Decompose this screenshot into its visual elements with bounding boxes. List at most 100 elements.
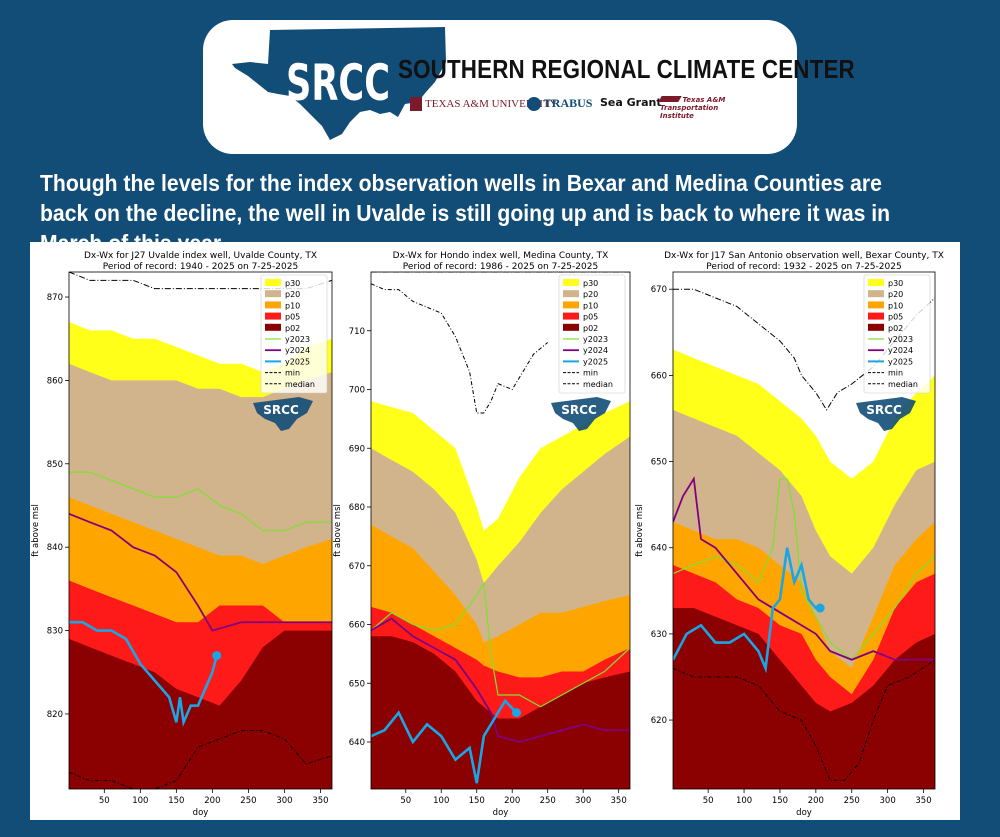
legend-label-p02: p02 [285, 324, 300, 333]
legend-label-y2023: y2023 [285, 335, 310, 344]
legend-swatch-p02 [868, 323, 884, 331]
x-axis-label: doy [193, 808, 209, 818]
legend-label-p10: p10 [285, 301, 300, 310]
charts-svg: 50 100 150 200 250 300 350 820 830 840 850 860 870 Dx… [31, 251, 944, 818]
y-tick-label: 710 [349, 327, 365, 337]
watermark-shape [253, 397, 313, 431]
partner-seagrant: Sea Grant [600, 96, 662, 109]
plot-area [673, 288, 935, 789]
chart-subtitle: Period of record: 1932 - 2025 on 7-25-20… [706, 262, 901, 272]
x-tick-label: 250 [540, 796, 556, 806]
legend-swatch-p10 [265, 301, 281, 309]
chart-subtitle: Period of record: 1940 - 2025 on 7-25-20… [103, 262, 298, 272]
chart-subtitle: Period of record: 1986 - 2025 on 7-25-20… [403, 262, 598, 272]
partner-trabus: TRABUS [527, 96, 593, 112]
x-tick-label: 350 [312, 796, 328, 806]
srcc-watermark: SRCC [551, 397, 611, 431]
legend-label-median: median [888, 380, 918, 389]
charts-panel: 50 100 150 200 250 300 350 820 830 840 850 860 870 Dx… [30, 242, 960, 820]
plot-area [69, 272, 332, 789]
x-axis-label: doy [796, 808, 812, 818]
legend-label-p05: p05 [583, 313, 598, 322]
line-y2025 [69, 620, 218, 728]
legend-swatch-p02 [265, 323, 281, 331]
watermark-text: SRCC [561, 403, 597, 417]
line-y2024 [673, 476, 935, 661]
legend-label-median: median [285, 380, 315, 389]
y2025-endpoint [511, 708, 521, 718]
legend-label-y2023: y2023 [583, 335, 608, 344]
x-tick-label: 150 [772, 796, 788, 806]
partner-tti-label: Texas A&M Transportation Institute [660, 96, 726, 120]
y2025-endpoint [815, 603, 825, 613]
y-tick-label: 670 [349, 562, 365, 572]
org-name: SOUTHERN REGIONAL CLIMATE CENTER [398, 54, 855, 84]
line-y2023 [673, 478, 935, 661]
chart-title: Dx-Wx for J27 Uvalde index well, Uvalde … [84, 251, 317, 261]
y-tick-label: 840 [47, 543, 63, 553]
srcc-watermark: SRCC [253, 397, 313, 431]
y-tick-label: 660 [349, 621, 365, 631]
legend-label-min: min [583, 369, 598, 378]
plot-frame [370, 271, 631, 790]
line-y2025 [371, 698, 518, 784]
chart-1: 50 100 150 200 250 300 350 820 830 840 850 860 870 Dx… [31, 251, 333, 818]
y-tick-label: 650 [349, 679, 365, 689]
legend-label-y2025: y2025 [583, 357, 608, 366]
legend-swatch-p20 [563, 290, 579, 298]
x-tick-label: 200 [808, 796, 824, 806]
legend: p30 p20 p10 p05 p02 y2023 y2024 y2025 min median [863, 274, 931, 394]
partner-trabus-label: TRABUS [543, 96, 593, 110]
partner-seagrant-label: Sea Grant [600, 96, 662, 109]
legend-swatch-p20 [868, 290, 884, 298]
line-min [371, 283, 549, 414]
legend-swatch-p02 [563, 323, 579, 331]
x-tick-label: 200 [504, 796, 520, 806]
watermark-text: SRCC [866, 403, 902, 417]
y-axis-label: ft above msl [31, 504, 41, 557]
x-tick-label: 100 [433, 796, 449, 806]
band-p02 [371, 636, 630, 789]
plot-frame [672, 271, 936, 790]
x-tick-label: 100 [736, 796, 752, 806]
x-tick-label: 150 [168, 796, 184, 806]
legend-label-p30: p30 [285, 279, 300, 288]
legend-label-p30: p30 [583, 279, 598, 288]
partner-tamu: TEXAS A&M UNIVERSITY [410, 96, 558, 112]
legend-label-p02: p02 [583, 324, 598, 333]
legend-label-min: min [285, 369, 300, 378]
plot-frame [68, 271, 333, 790]
y-axis-label: ft above msl [333, 504, 343, 557]
legend-swatch-p10 [868, 301, 884, 309]
line-y2023 [69, 471, 332, 532]
tamu-mark-icon [410, 97, 422, 112]
legend-label-p05: p05 [888, 313, 903, 322]
watermark-shape [551, 397, 611, 431]
legend-label-p30: p30 [888, 279, 903, 288]
x-tick-label: 250 [240, 796, 256, 806]
line-y2024 [69, 512, 332, 632]
legend-label-p20: p20 [888, 290, 903, 299]
chart-title: Dx-Wx for J17 San Antonio observation we… [664, 251, 944, 261]
x-tick-label: 50 [400, 796, 411, 806]
y-tick-label: 660 [651, 371, 667, 381]
legend-swatch-p05 [265, 312, 281, 320]
legend-label-y2025: y2025 [285, 357, 310, 366]
legend-swatch-p05 [563, 312, 579, 320]
legend-label-p02: p02 [888, 324, 903, 333]
y-tick-label: 640 [349, 738, 365, 748]
y-axis-label: ft above msl [635, 504, 645, 557]
trabus-icon [527, 97, 541, 112]
legend-swatch-p05 [868, 312, 884, 320]
legend-swatch-p10 [563, 301, 579, 309]
y-tick-label: 860 [47, 376, 63, 386]
srcc-logo: SRCC [232, 27, 446, 140]
x-tick-label: 250 [844, 796, 860, 806]
x-axis-label: doy [493, 808, 509, 818]
y-tick-label: 700 [349, 386, 365, 396]
legend-label-y2024: y2024 [888, 346, 913, 355]
y-tick-label: 620 [651, 716, 667, 726]
legend-label-y2025: y2025 [888, 357, 913, 366]
y-tick-label: 820 [47, 710, 63, 720]
line-median [69, 272, 332, 290]
